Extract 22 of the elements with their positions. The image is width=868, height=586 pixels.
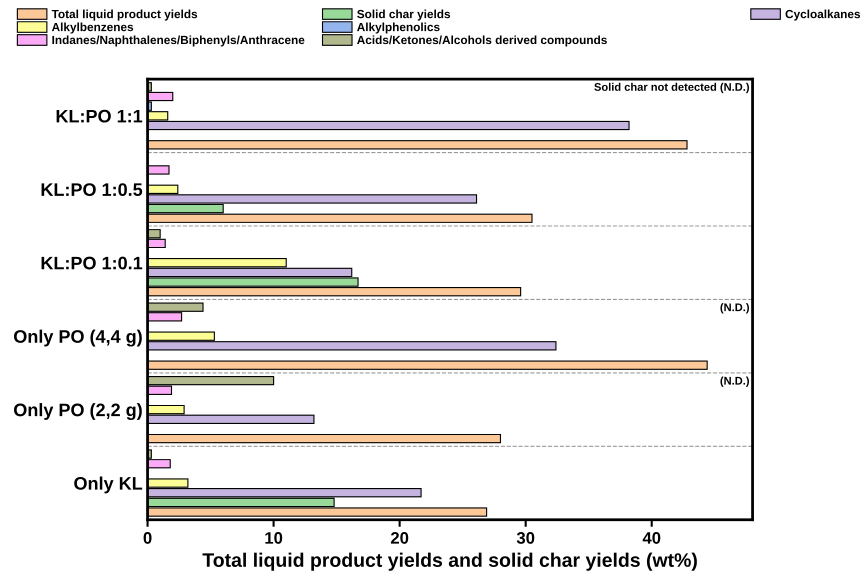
legend-label: Acids/Ketones/Alcohols derived compounds <box>357 35 607 46</box>
annotation: (N.D.) <box>720 376 749 387</box>
legend-label: Alkylphenolics <box>357 22 440 34</box>
x-axis-title: Total liquid product yields and solid char yields (wt%) <box>202 552 697 571</box>
y-tick-label: Only KL <box>74 476 142 494</box>
x-tick-label: 30 <box>516 532 534 544</box>
x-tick-label: 40 <box>642 532 660 544</box>
annotation: Solid char not detected (N.D.) <box>594 82 749 94</box>
y-tick-label: KL:PO 1:1 <box>56 110 142 123</box>
y-tick-label: Only PO (4,4 g) <box>14 330 142 347</box>
legend-label: Cycloalkanes <box>786 10 860 21</box>
x-tick-label: 10 <box>265 532 282 544</box>
x-tick-label: 20 <box>390 532 408 544</box>
legend-label: Indanes/Naphthalenes/Biphenyls/Anthracene <box>52 35 304 46</box>
x-tick-label: 0 <box>144 532 152 544</box>
legend-label: Solid char yields <box>357 10 450 21</box>
legend-label: Alkylbenzenes <box>52 22 134 34</box>
y-tick-label: Only PO (2,2 g) <box>14 403 142 420</box>
legend-label: Total liquid product yields <box>52 10 198 21</box>
y-tick-label: KL:PO 1:0.5 <box>42 183 142 196</box>
annotation: (N.D.) <box>720 303 749 314</box>
y-tick-label: KL:PO 1:0.1 <box>42 256 142 270</box>
